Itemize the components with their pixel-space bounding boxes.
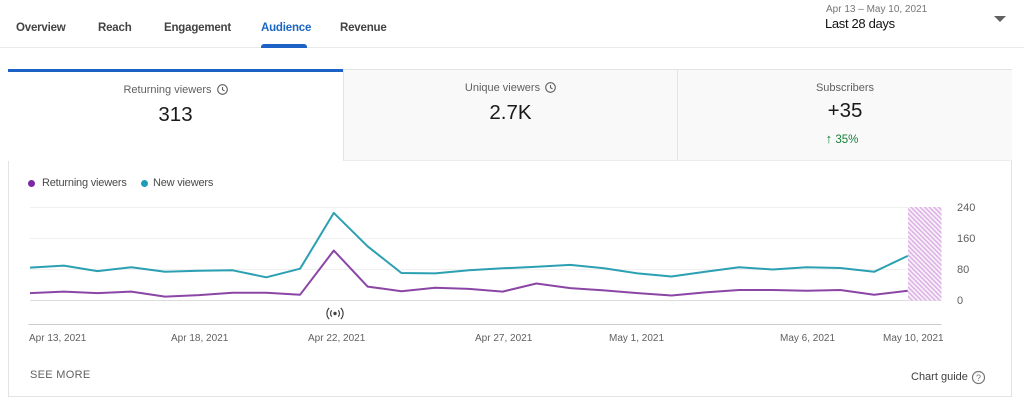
svg-text:?: ? <box>976 373 981 383</box>
